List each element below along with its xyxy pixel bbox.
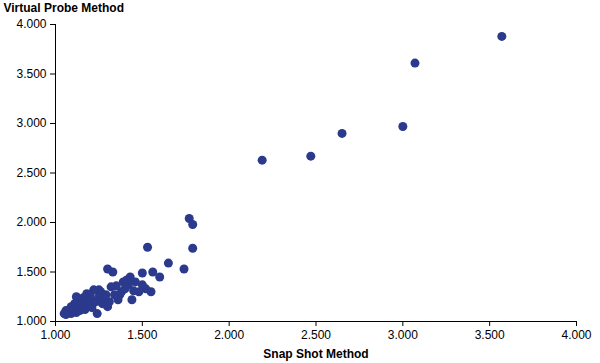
svg-text:1.500: 1.500 (127, 328, 157, 342)
svg-text:4.000: 4.000 (16, 17, 46, 31)
svg-text:1.000: 1.000 (40, 328, 70, 342)
svg-text:Virtual Probe Method: Virtual Probe Method (4, 1, 124, 15)
svg-text:Snap Shot Method: Snap Shot Method (263, 347, 368, 361)
svg-text:2.000: 2.000 (16, 215, 46, 229)
svg-text:2.500: 2.500 (301, 328, 331, 342)
svg-text:2.500: 2.500 (16, 166, 46, 180)
svg-text:2.000: 2.000 (214, 328, 244, 342)
svg-text:4.000: 4.000 (561, 328, 591, 342)
svg-text:1.500: 1.500 (16, 265, 46, 279)
svg-text:3.000: 3.000 (388, 328, 418, 342)
svg-text:3.500: 3.500 (475, 328, 505, 342)
svg-text:3.000: 3.000 (16, 116, 46, 130)
svg-text:3.500: 3.500 (16, 67, 46, 81)
svg-text:1.000: 1.000 (16, 314, 46, 328)
